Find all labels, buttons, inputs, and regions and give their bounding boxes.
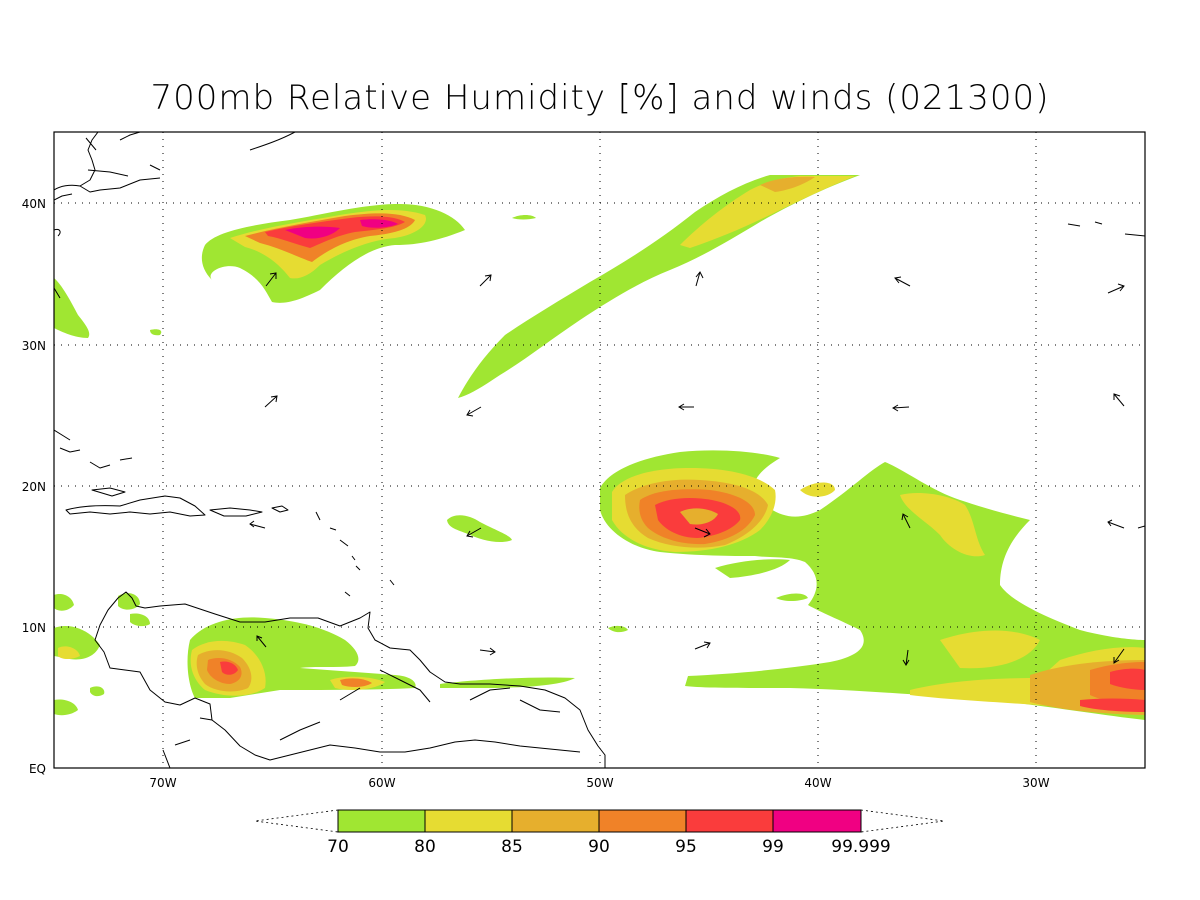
y-tick-label: 20N bbox=[22, 480, 46, 494]
colorbar-swatch bbox=[772, 809, 862, 833]
y-tick-label: 40N bbox=[22, 197, 46, 211]
colorbar: 70 80 85 90 95 99 99.999 bbox=[254, 809, 945, 857]
colorbar-label: 99.999 bbox=[831, 837, 890, 857]
page-title: 700mb Relative Humidity [%] and winds (0… bbox=[150, 78, 1050, 118]
wind-arrow bbox=[694, 527, 711, 538]
colorbar-swatch bbox=[511, 809, 600, 833]
x-tick-label: 70W bbox=[149, 776, 176, 790]
wind-arrow bbox=[901, 513, 911, 529]
x-tick-label: 30W bbox=[1022, 776, 1049, 790]
wind-arrow bbox=[256, 635, 267, 648]
colorbar-right-extension bbox=[860, 809, 945, 833]
y-tick-label: 10N bbox=[22, 621, 46, 635]
wind-arrow bbox=[678, 403, 694, 411]
wind-vectors bbox=[54, 271, 1145, 666]
wind-arrow bbox=[54, 287, 61, 299]
colorbar-label: 70 bbox=[327, 837, 349, 857]
wind-arrow bbox=[466, 406, 482, 417]
colorbar-swatch bbox=[337, 809, 426, 833]
wind-arrow bbox=[695, 271, 704, 287]
x-tick-label: 60W bbox=[368, 776, 395, 790]
map-grid bbox=[54, 132, 1145, 768]
y-axis: EQ 10N 20N 30N 40N bbox=[22, 197, 46, 776]
wind-arrow bbox=[1113, 648, 1125, 664]
wind-arrow bbox=[1113, 393, 1125, 407]
x-axis: 70W 60W 50W 40W 30W bbox=[149, 776, 1049, 790]
x-tick-label: 50W bbox=[586, 776, 613, 790]
coastline-caribbean-islands bbox=[54, 429, 395, 597]
x-tick-label: 40W bbox=[804, 776, 831, 790]
wind-arrow bbox=[479, 647, 496, 656]
colorbar-swatch bbox=[598, 809, 687, 833]
wind-arrow bbox=[1107, 519, 1125, 529]
wind-arrow bbox=[892, 404, 910, 412]
wind-arrow bbox=[694, 641, 711, 650]
colorbar-label: 85 bbox=[501, 837, 523, 857]
wind-arrow bbox=[894, 276, 911, 287]
colorbar-label: 95 bbox=[675, 837, 697, 857]
wind-arrow bbox=[902, 649, 910, 666]
wind-arrow bbox=[1107, 283, 1125, 294]
map-frame bbox=[53, 131, 1146, 769]
wind-arrow bbox=[249, 520, 266, 529]
colorbar-swatch bbox=[685, 809, 774, 833]
wind-arrow bbox=[265, 272, 277, 287]
colorbar-label: 80 bbox=[414, 837, 436, 857]
y-tick-label: EQ bbox=[29, 762, 46, 776]
wind-arrow bbox=[264, 395, 278, 408]
colorbar-label: 90 bbox=[588, 837, 610, 857]
coastline-south-america bbox=[94, 591, 606, 768]
colorbar-swatch bbox=[424, 809, 513, 833]
wind-arrow bbox=[466, 527, 482, 538]
wind-arrow bbox=[1137, 525, 1145, 529]
colorbar-label: 99 bbox=[762, 837, 784, 857]
coastline-north-america bbox=[54, 132, 296, 237]
y-tick-label: 30N bbox=[22, 339, 46, 353]
wind-arrow bbox=[479, 274, 492, 287]
colorbar-left-extension bbox=[254, 809, 339, 833]
coastlines bbox=[54, 132, 1145, 768]
rh-region-diagonal-band bbox=[458, 175, 860, 398]
humidity-contours bbox=[54, 175, 1145, 720]
